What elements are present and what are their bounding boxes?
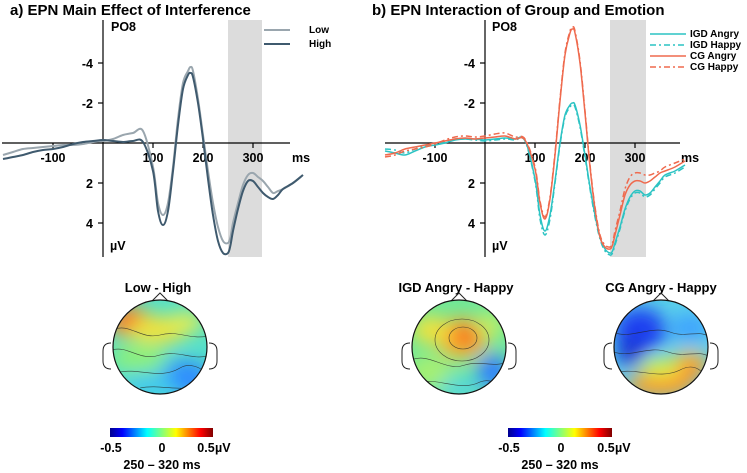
time-window-b: 250 – 320 ms xyxy=(521,458,598,472)
topo-title-b1: IGD Angry - Happy xyxy=(398,280,514,295)
colorbar-a-max: 0.5 xyxy=(197,441,214,455)
x-ticks-b xyxy=(434,143,636,148)
y-tick-label-a: -4 xyxy=(82,57,93,71)
uv-label-b: µV xyxy=(492,239,508,253)
panel-b: b) EPN Interaction of Group and Emotion … xyxy=(372,2,742,472)
legend-low: Low xyxy=(309,25,329,36)
legend-igd-happy: IGD Happy xyxy=(690,40,742,51)
colorbar-a: -0.5 0 0.5 µV 250 – 320 ms xyxy=(100,428,231,472)
channel-label-a: PO8 xyxy=(111,20,136,34)
legend-cg-happy: CG Happy xyxy=(690,62,739,73)
x-tick-label-b: -100 xyxy=(422,151,447,165)
y-tick-label-b: 2 xyxy=(468,177,475,191)
x-tick-label-a: 200 xyxy=(193,151,214,165)
series-line-high xyxy=(2,71,304,256)
uv-label-a: µV xyxy=(110,239,126,253)
y-ticks-b xyxy=(480,62,485,224)
x-tick-label-a: -100 xyxy=(40,151,65,165)
erp-chart-b: PO8 µV ms IGD Angry IGD Happy CG Angry C… xyxy=(384,20,742,257)
legend-cg-angry: CG Angry xyxy=(690,51,737,62)
legend-igd-angry: IGD Angry xyxy=(690,29,740,40)
x-tick-label-b: 300 xyxy=(625,151,646,165)
topo-title-a: Low - High xyxy=(125,280,191,295)
colorbar-a-min: -0.5 xyxy=(100,441,122,455)
colorbar-b-unit: µV xyxy=(615,441,631,455)
legend-high: High xyxy=(309,39,331,50)
erp-chart-a: PO8 µV ms Low High -100 100 200 300-4-224 xyxy=(2,20,331,257)
erp-lines-b xyxy=(384,26,686,256)
panel-a: a) EPN Main Effect of Interference PO8 µ… xyxy=(2,2,331,472)
colorbar-b-max: 0.5 xyxy=(597,441,614,455)
panel-a-title: a) EPN Main Effect of Interference xyxy=(10,2,251,19)
topomap-cg xyxy=(603,292,719,395)
ms-label-b: ms xyxy=(681,151,699,165)
time-window-a: 250 – 320 ms xyxy=(123,458,200,472)
y-tick-label-b: -4 xyxy=(464,57,475,71)
panel-b-title: b) EPN Interaction of Group and Emotion xyxy=(372,2,665,19)
colorbar-b: -0.5 0 0.5 µV 250 – 320 ms xyxy=(498,428,631,472)
series-line-cg-angry xyxy=(384,28,686,250)
ms-label-a: ms xyxy=(292,151,310,165)
topomap-a xyxy=(102,292,218,395)
colorbar-a-mid: 0 xyxy=(159,441,166,455)
y-tick-label-b: 4 xyxy=(468,217,475,231)
tick-labels-b: -100 100 200 300-4-224 xyxy=(422,57,645,231)
y-tick-label-a: -2 xyxy=(82,97,93,111)
series-line-cg-happy xyxy=(384,26,686,248)
legend-a: Low High xyxy=(264,25,331,50)
x-tick-label-b: 100 xyxy=(525,151,546,165)
tick-labels-a: -100 100 200 300-4-224 xyxy=(40,57,263,231)
colorbar-b-min: -0.5 xyxy=(498,441,520,455)
colorbar-a-unit: µV xyxy=(215,441,231,455)
series-line-igd-angry xyxy=(384,101,686,254)
y-tick-label-a: 4 xyxy=(86,217,93,231)
channel-label-b: PO8 xyxy=(492,20,517,34)
series-line-igd-happy xyxy=(384,103,686,256)
x-tick-label-a: 300 xyxy=(243,151,264,165)
topo-title-b2: CG Angry - Happy xyxy=(605,280,717,295)
colorbar-b-mid: 0 xyxy=(558,441,565,455)
series-line-low xyxy=(2,65,304,245)
y-tick-label-b: -2 xyxy=(464,97,475,111)
erp-lines-a xyxy=(2,65,304,256)
topomap-igd xyxy=(401,292,517,395)
y-ticks-a xyxy=(98,62,103,224)
legend-b: IGD Angry IGD Happy CG Angry CG Happy xyxy=(650,29,742,73)
y-tick-label-a: 2 xyxy=(86,177,93,191)
highlight-window-b xyxy=(610,20,646,257)
